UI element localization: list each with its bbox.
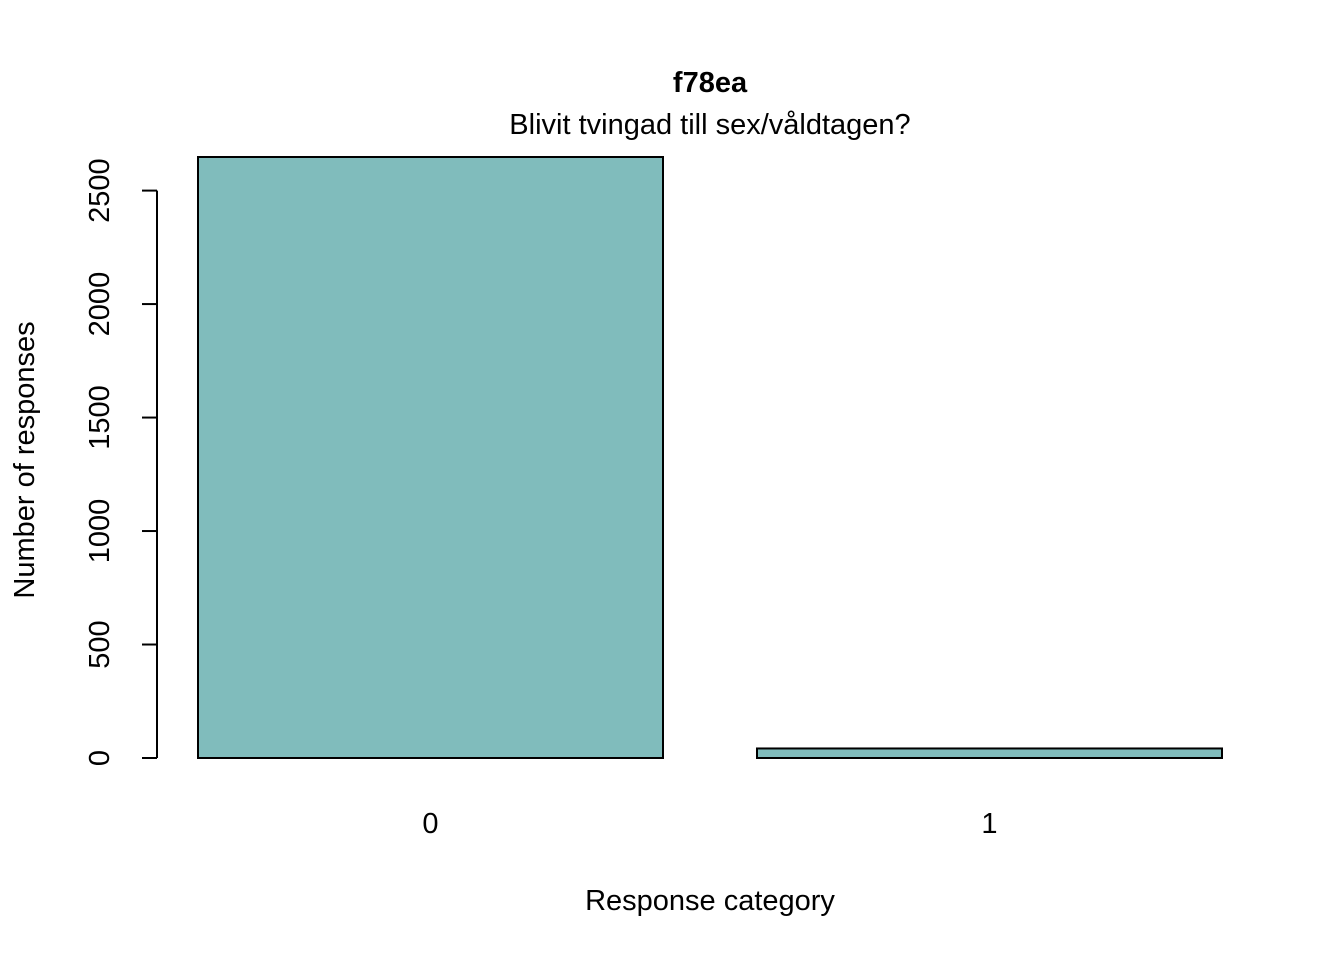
y-tick-label: 2500 xyxy=(84,158,116,223)
y-tick-label: 1500 xyxy=(84,385,116,450)
y-tick-label: 2000 xyxy=(84,272,116,337)
y-tick-label: 500 xyxy=(84,620,116,668)
chart-subtitle: Blivit tvingad till sex/våldtagen? xyxy=(509,109,910,141)
bar-1 xyxy=(756,747,1223,760)
bars-group xyxy=(197,156,1223,760)
y-axis: 0 500 1000 1500 2000 2500 xyxy=(84,158,158,766)
x-axis-label: Response category xyxy=(585,885,835,917)
x-tick-label: 1 xyxy=(981,808,997,840)
x-tick-label: 0 xyxy=(422,808,438,840)
bar-0 xyxy=(197,156,664,759)
y-tick-label: 0 xyxy=(84,750,116,766)
chart-title: f78ea xyxy=(673,67,748,99)
y-axis-label: Number of responses xyxy=(9,321,41,598)
y-tick-label: 1000 xyxy=(84,499,116,564)
